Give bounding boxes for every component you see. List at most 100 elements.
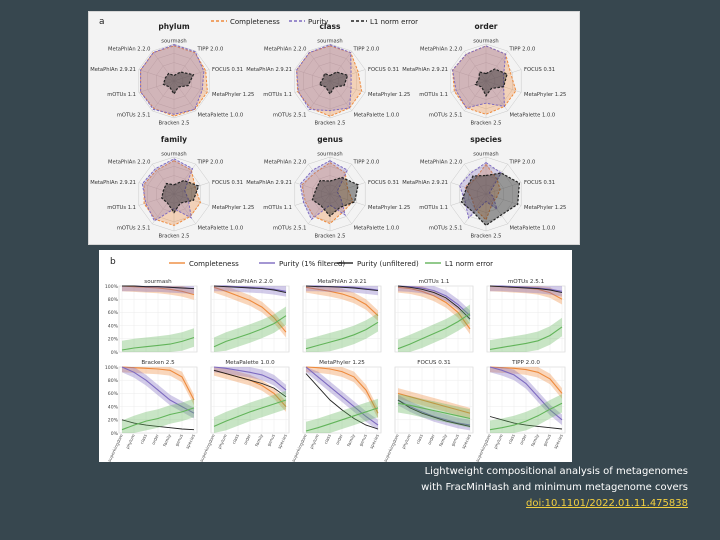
series-line-completeness (397, 286, 471, 330)
x-tick-label: genus (174, 433, 184, 447)
radar-series-l1-norm-error (318, 71, 349, 96)
radar-chart-family: family sourmash TIPP 2.0.0 FOCUS 0.31 MetaPh… (90, 135, 254, 240)
line-chart-metaphlan-2-2-0: MetaPhlAn 2.2.0 (210, 279, 290, 353)
line-chart-motus-1-1: mOTUs 1.1 (394, 279, 474, 353)
x-tick-label: order (151, 433, 160, 445)
radar-series-completeness (301, 161, 354, 225)
panel-a-letter: a (99, 17, 105, 27)
radar-spoke (329, 193, 366, 206)
series-line-purity-1-filtered (489, 366, 563, 421)
radar-axis-label: Bracken 2.5 (315, 234, 346, 240)
doi-link[interactable]: doi:10.1101/2022.01.11.475838 (526, 498, 688, 509)
radar-chart-species: species sourmash TIPP 2.0.0 FOCUS 0.31 MetaP… (402, 135, 566, 240)
radar-spoke (464, 163, 487, 195)
x-tick-label: order (243, 433, 252, 445)
radar-series-l1-norm-error (161, 179, 200, 214)
series-line-purity-unfiltered (489, 285, 563, 294)
radar-spoke (173, 50, 196, 82)
radar-axis-label: MetaPhlAn 2.9.21 (246, 180, 292, 186)
radar-axis-label: FOCUS 0.31 (368, 67, 399, 73)
radar-title: phylum (158, 22, 190, 31)
radar-axis-label: mOTUs 1.1 (107, 205, 136, 211)
x-tick-label: genus (358, 433, 368, 447)
radar-spoke (329, 69, 366, 82)
radar-spoke (173, 69, 210, 82)
radar-axis-label: sourmash (317, 39, 342, 45)
x-tick-label: class (139, 433, 148, 445)
radar-axis-label: sourmash (161, 39, 186, 45)
radar-chart-genus: genus sourmash TIPP 2.0.0 FOCUS 0.31 MetaPhy… (246, 135, 410, 240)
radar-title: class (319, 22, 341, 31)
radar-axis-label: MetaPhlAn 2.2.0 (264, 46, 306, 52)
radar-axis-label: mOTUs 1.1 (419, 205, 448, 211)
series-line-purity-1-filtered (121, 366, 195, 414)
x-tick-label: class (231, 433, 240, 445)
band-completeness (490, 367, 562, 399)
radar-axis-label: Bracken 2.5 (471, 121, 502, 127)
radar-axis-label: MetaPalette 1.0.0 (354, 113, 400, 119)
series-line-purity-unfiltered (122, 285, 195, 290)
line-chart-title: MetaPhyler 1.25 (319, 360, 365, 366)
x-tick-label: genus (450, 433, 460, 447)
radar-spoke (173, 193, 210, 206)
line-chart-metapalette-1-0-0: MetaPalette 1.0.0 superkingdom phylum class… (199, 360, 290, 462)
radar-spoke (308, 163, 331, 195)
series-line-purity-unfiltered (397, 285, 471, 320)
x-tick-label: species (277, 433, 288, 449)
radar-series-l1-norm-error (474, 68, 508, 97)
figure-panel-a: a Completeness Purity L1 norm error phylum so… (88, 11, 580, 245)
x-tick-label: phylum (401, 433, 412, 449)
radar-axis-label: Bracken 2.5 (159, 121, 190, 127)
radar-axis-label: TIPP 2.0.0 (197, 46, 224, 52)
band-l1-norm-error (122, 398, 194, 433)
y-tick-label: 20% (108, 418, 119, 424)
x-tick-label: superkingdom (475, 433, 492, 462)
radar-spoke (294, 80, 331, 93)
legend-b-label: Purity (unfiltered) (357, 260, 419, 268)
radar-axis-label: MetaPalette 1.0.0 (198, 226, 244, 232)
series-line-l1-norm-error (489, 326, 563, 350)
radar-series-purity (299, 160, 349, 221)
line-chart-focus-0-31: FOCUS 0.31 superkingdom phylum class order fa… (383, 360, 474, 462)
x-tick-label: phylum (217, 433, 228, 449)
series-line-purity-1-filtered (305, 366, 379, 426)
legend-b-label: L1 norm error (445, 260, 493, 268)
radar-axis-label: MetaPhlAn 2.2.0 (108, 159, 150, 165)
radar-chart-class: class sourmash TIPP 2.0.0 FOCUS 0.31 MetaPhy… (246, 22, 410, 127)
series-line-purity-1-filtered (213, 366, 287, 391)
radar-axis-label: MetaPhyler 1.25 (212, 205, 254, 211)
y-tick-label: 60% (108, 310, 119, 316)
band-purity-1-filtered (122, 367, 194, 419)
line-charts: b Completeness Purity (1% filtered) Purity … (105, 257, 566, 462)
series-line-completeness (397, 392, 471, 414)
radar-axis-label: mOTUs 2.5.1 (273, 226, 307, 232)
band-completeness (306, 286, 378, 321)
radar-spoke (464, 80, 487, 112)
radar-chart-order: order sourmash TIPP 2.0.0 FOCUS 0.31 MetaPhy… (402, 22, 566, 127)
radar-spoke (138, 80, 175, 93)
radar-spoke (173, 182, 210, 195)
series-line-l1-norm-error (305, 407, 379, 432)
band-l1-norm-error (306, 398, 378, 433)
radar-axis-label: TIPP 2.0.0 (353, 46, 380, 52)
radar-series-completeness (143, 160, 201, 226)
line-chart-title: TIPP 2.0.0 (511, 360, 540, 366)
radar-title: family (161, 135, 187, 144)
x-tick-label: superkingdom (291, 433, 308, 462)
radar-axis-label: MetaPhlAn 2.2.0 (264, 159, 306, 165)
y-tick-label: 100% (105, 284, 119, 290)
radar-spoke (329, 163, 352, 195)
radar-series-purity (459, 161, 502, 219)
radar-spoke (308, 80, 331, 112)
radar-series-purity (141, 158, 194, 222)
radar-spoke (138, 69, 175, 82)
band-completeness (122, 367, 194, 406)
x-tick-label: genus (266, 433, 276, 447)
y-tick-label: 100% (105, 365, 119, 371)
series-line-purity-unfiltered (121, 419, 195, 431)
radar-title: species (470, 135, 502, 144)
radar-spoke (485, 193, 522, 206)
radar-spoke (450, 182, 487, 195)
y-tick-label: 20% (108, 337, 119, 343)
band-completeness (214, 286, 286, 338)
